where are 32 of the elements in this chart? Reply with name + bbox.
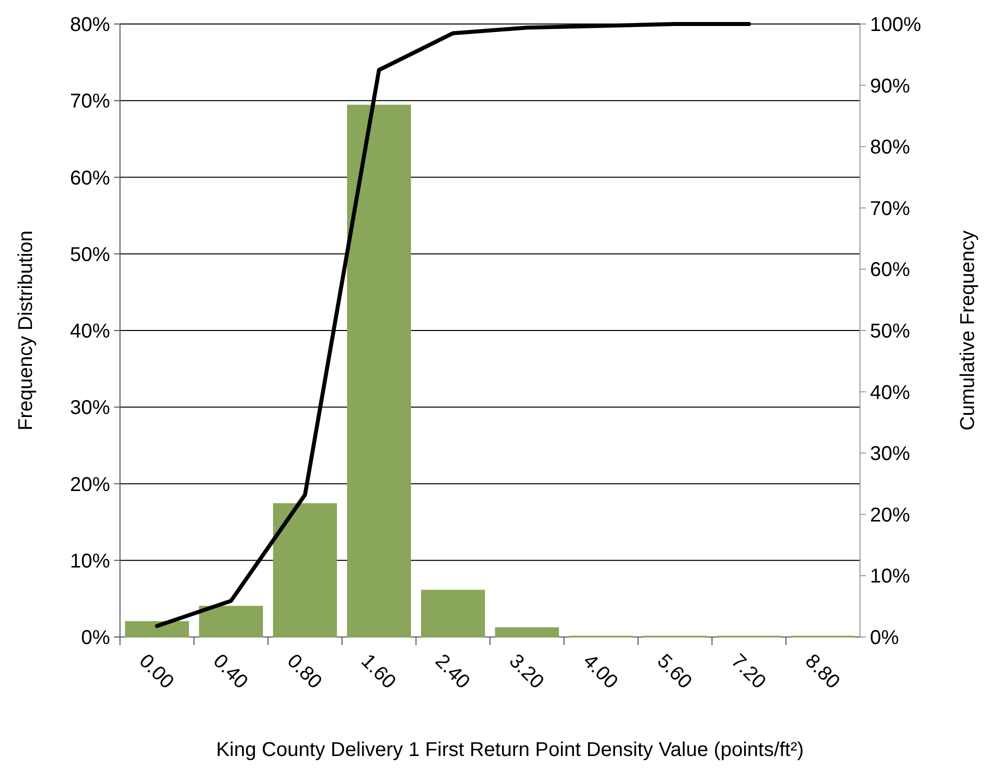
y-tick-label: 20% <box>70 474 110 496</box>
x-tick-label: 1.60 <box>356 650 400 694</box>
y2-tick-label: 50% <box>870 320 910 342</box>
y-tick-label: 0% <box>81 627 110 649</box>
y-tick-label: 70% <box>70 90 110 113</box>
y2-tick-label: 40% <box>870 382 910 404</box>
y2-tick-label: 0% <box>870 627 900 649</box>
y-tick-label: 50% <box>70 244 110 266</box>
x-tick-label: 2.40 <box>430 650 474 694</box>
x-tick-label: 0.80 <box>282 650 326 694</box>
x-axis-title: King County Delivery 1 First Return Point Density Value (points/ft²) <box>216 739 804 761</box>
y2-tick-label: 100% <box>870 14 922 36</box>
x-tick-label: 0.40 <box>208 650 252 694</box>
y-tick-label: 60% <box>70 167 110 190</box>
y-tick-label: 30% <box>70 397 110 420</box>
y-axis-title: Frequency Distribution <box>15 230 37 431</box>
y2-tick-label: 80% <box>870 136 910 159</box>
y2-tick-label: 10% <box>870 566 910 588</box>
x-tick-label: 3.20 <box>504 650 548 694</box>
y-tick-label: 40% <box>70 320 110 342</box>
x-tick-label: 4.00 <box>578 650 622 694</box>
y2-tick-label: 30% <box>870 443 910 466</box>
y2-tick-label: 20% <box>870 504 910 526</box>
y2-tick-label: 90% <box>870 75 910 98</box>
y2-tick-label: 60% <box>870 259 910 282</box>
x-tick-label: 0.00 <box>134 650 178 694</box>
y-tick-label: 10% <box>70 550 110 572</box>
y2-axis-title: Cumulative Frequency <box>957 230 979 431</box>
y2-tick-label: 70% <box>870 198 910 220</box>
y-tick-label: 80% <box>70 14 110 36</box>
x-tick-label: 5.60 <box>652 650 696 694</box>
x-tick-label: 8.80 <box>800 650 844 694</box>
